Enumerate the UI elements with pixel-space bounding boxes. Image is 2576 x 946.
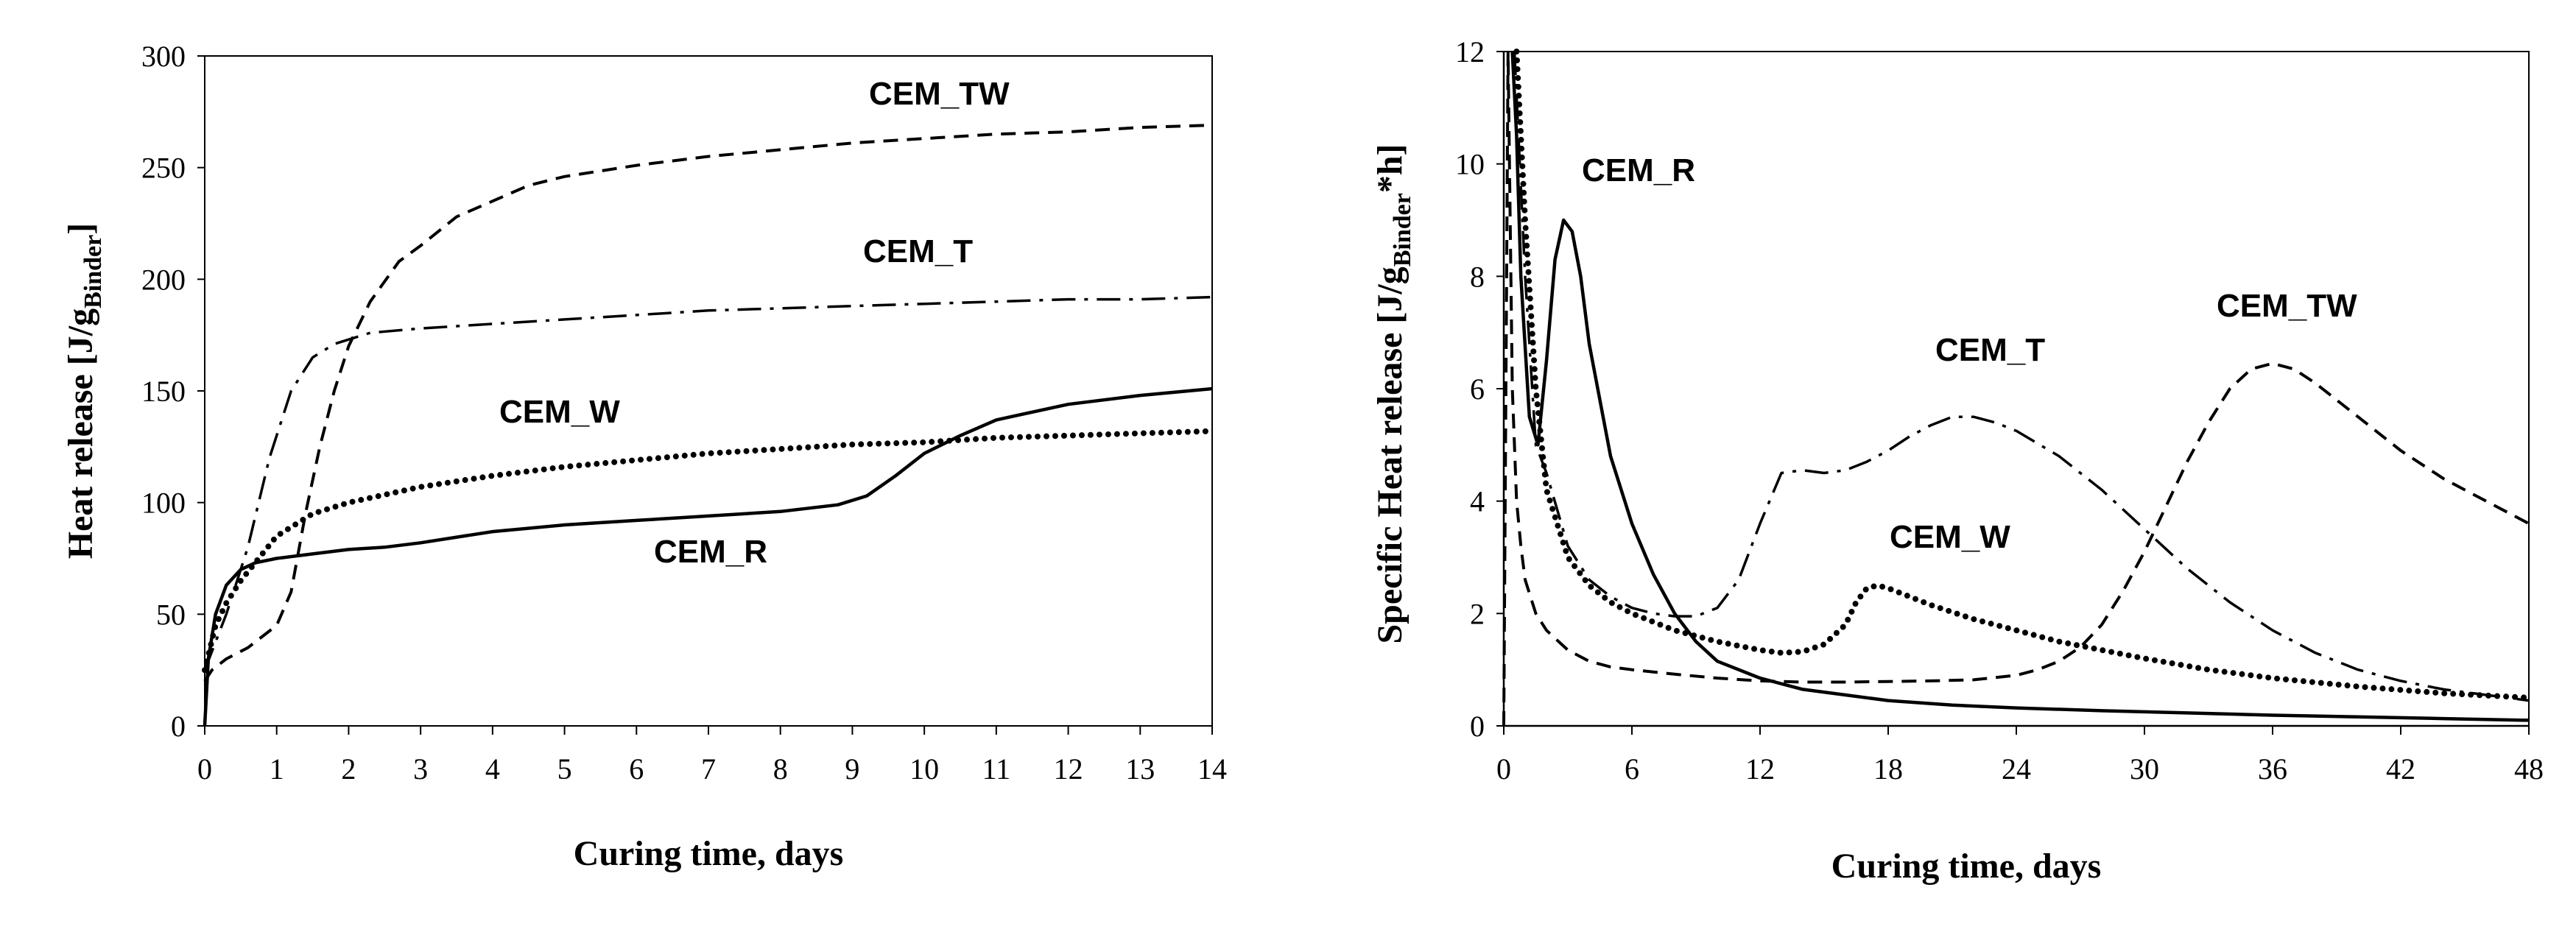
left-xtick-label-10: 10 — [909, 752, 939, 786]
right-xtick-label-0: 0 — [1496, 752, 1511, 786]
right-xtick-label-12: 12 — [1745, 752, 1775, 786]
right-xtick-label-42: 42 — [2386, 752, 2415, 786]
left-series-cem-tw — [203, 124, 1213, 682]
left-xtick-label-8: 8 — [773, 752, 788, 786]
right-xtick-label-48: 48 — [2514, 752, 2544, 786]
right-y-title-tail: *h] — [1370, 144, 1410, 193]
right-series-cem-t — [1513, 51, 2530, 702]
left-x-axis-title: Curing time, days — [574, 834, 844, 873]
left-label-cem-tw: CEM_TW — [869, 76, 1010, 112]
right-y-ticks: 0 2 4 6 8 10 12 — [1455, 35, 1504, 743]
right-label-cem-r: CEM_R — [1582, 152, 1695, 188]
left-ytick-label-150: 150 — [141, 375, 186, 408]
left-xtick-label-11: 11 — [982, 752, 1011, 786]
right-series-cem-w — [1513, 49, 2532, 701]
left-y-ticks: 0 50 100 150 200 250 300 — [141, 40, 205, 743]
left-xtick-label-5: 5 — [557, 752, 572, 786]
left-xtick-label-13: 13 — [1125, 752, 1155, 786]
right-xtick-label-36: 36 — [2258, 752, 2287, 786]
left-x-ticks: 0 1 2 3 4 5 6 7 8 9 10 11 12 13 14 — [197, 726, 1227, 786]
right-y-title-main: Specific Heat release [J/g — [1370, 266, 1410, 643]
left-ytick-label-0: 0 — [171, 710, 186, 743]
right-series-cem-tw — [1502, 50, 2530, 727]
left-y-axis-title: Heat release [J/gBinder] — [61, 223, 107, 559]
left-series-group — [202, 124, 1215, 727]
left-xtick-label-12: 12 — [1054, 752, 1083, 786]
right-y-axis-title: Specific Heat release [J/gBinder*h] — [1370, 144, 1416, 643]
right-x-ticks: 0 6 12 18 24 30 36 42 48 — [1496, 726, 2544, 786]
left-xtick-label-0: 0 — [197, 752, 212, 786]
left-annotations: CEM_TW CEM_T CEM_W CEM_R — [499, 76, 1010, 570]
right-series-group — [1502, 49, 2532, 727]
left-series-cem-t — [203, 295, 1213, 671]
right-label-cem-t: CEM_T — [1935, 332, 2045, 368]
left-label-cem-t: CEM_T — [863, 233, 973, 269]
left-xtick-label-4: 4 — [485, 752, 500, 786]
left-xtick-label-7: 7 — [701, 752, 716, 786]
left-ytick-label-200: 200 — [141, 263, 186, 296]
right-xtick-label-24: 24 — [2002, 752, 2031, 786]
right-y-title-sub: Binder — [1389, 193, 1416, 266]
left-series-cem-w — [202, 428, 1215, 674]
right-ytick-label-12: 12 — [1455, 35, 1485, 68]
left-xtick-label-6: 6 — [629, 752, 644, 786]
right-series-cem-r — [1510, 51, 2530, 722]
left-xtick-label-9: 9 — [845, 752, 859, 786]
left-y-title-sub: Binder — [80, 235, 107, 308]
right-ytick-label-4: 4 — [1470, 485, 1485, 518]
left-ytick-label-250: 250 — [141, 152, 186, 185]
right-ytick-label-0: 0 — [1470, 710, 1485, 743]
left-series-cem-r — [203, 386, 1213, 727]
left-xtick-label-14: 14 — [1197, 752, 1227, 786]
right-x-axis-title: Curing time, days — [1831, 847, 2102, 886]
left-ytick-label-100: 100 — [141, 487, 186, 520]
left-label-cem-w: CEM_W — [499, 394, 620, 430]
left-label-cem-r: CEM_R — [654, 534, 767, 570]
right-annotations: CEM_R CEM_T CEM_TW CEM_W — [1582, 152, 2357, 555]
right-ytick-label-6: 6 — [1470, 373, 1485, 406]
right-xtick-label-6: 6 — [1625, 752, 1639, 786]
left-ytick-label-300: 300 — [141, 40, 186, 73]
right-ytick-label-2: 2 — [1470, 597, 1485, 630]
right-label-cem-tw: CEM_TW — [2217, 288, 2357, 324]
left-xtick-label-3: 3 — [413, 752, 428, 786]
left-ytick-label-50: 50 — [156, 598, 186, 631]
right-ytick-label-8: 8 — [1470, 260, 1485, 293]
right-ytick-label-10: 10 — [1455, 148, 1485, 181]
left-xtick-label-2: 2 — [341, 752, 356, 786]
left-xtick-label-1: 1 — [270, 752, 284, 786]
right-xtick-label-18: 18 — [1873, 752, 1903, 786]
left-y-title-tail: ] — [61, 223, 100, 235]
right-label-cem-w: CEM_W — [1890, 519, 2010, 555]
right-xtick-label-30: 30 — [2130, 752, 2159, 786]
left-y-title-main: Heat release [J/g — [61, 308, 100, 559]
